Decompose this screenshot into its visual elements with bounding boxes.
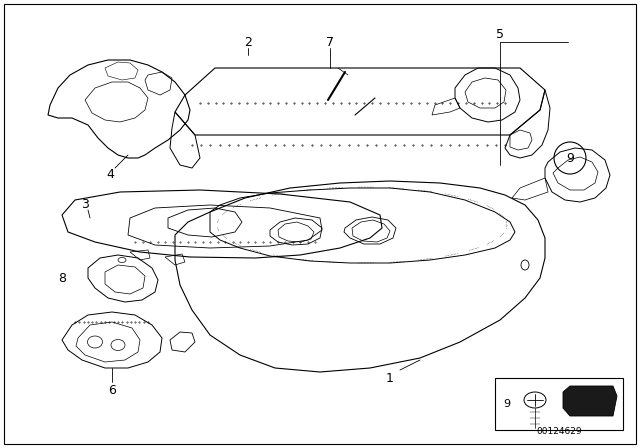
Text: 5: 5 bbox=[496, 29, 504, 42]
Text: 9: 9 bbox=[504, 399, 511, 409]
Text: 9: 9 bbox=[566, 151, 574, 164]
Text: 7: 7 bbox=[326, 35, 334, 48]
Text: 00124629: 00124629 bbox=[536, 427, 582, 436]
Text: 3: 3 bbox=[81, 198, 89, 211]
Text: 6: 6 bbox=[108, 383, 116, 396]
Text: 2: 2 bbox=[244, 35, 252, 48]
Text: 1: 1 bbox=[386, 371, 394, 384]
Polygon shape bbox=[563, 386, 617, 416]
Text: 8: 8 bbox=[58, 271, 66, 284]
Text: 4: 4 bbox=[106, 168, 114, 181]
